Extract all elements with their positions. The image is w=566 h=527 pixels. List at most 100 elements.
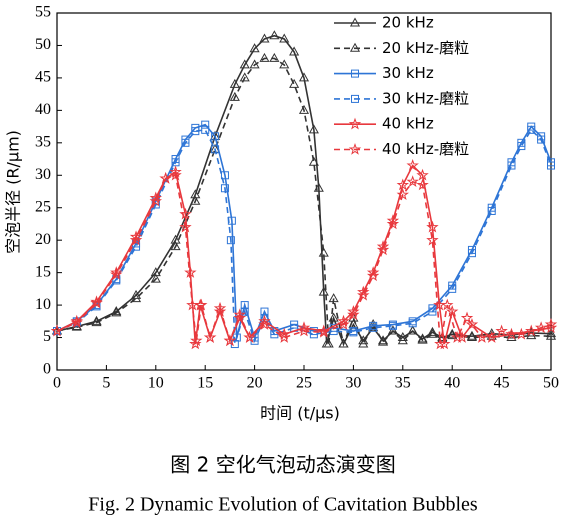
legend-label: 30 kHz xyxy=(382,64,434,82)
data-point xyxy=(545,328,557,338)
data-point xyxy=(169,168,182,181)
y-tick-label: 45 xyxy=(35,69,51,86)
data-point xyxy=(278,327,291,340)
data-point xyxy=(447,330,458,340)
data-point xyxy=(426,233,439,246)
data-point xyxy=(517,142,526,151)
data-point xyxy=(505,327,518,340)
data-point xyxy=(191,127,200,136)
y-tick-label: 50 xyxy=(35,36,51,53)
data-point xyxy=(190,334,203,347)
series-line xyxy=(56,123,552,341)
data-point xyxy=(297,324,311,337)
data-point xyxy=(201,125,210,134)
data-point xyxy=(428,307,437,316)
data-point xyxy=(213,301,227,314)
data-point xyxy=(347,305,360,317)
x-tick-label: 40 xyxy=(444,375,460,392)
data-point xyxy=(150,273,161,283)
y-tick-label: 35 xyxy=(35,133,51,150)
data-point xyxy=(387,325,398,335)
data-point xyxy=(445,305,459,317)
data-point xyxy=(366,269,380,282)
data-point xyxy=(90,295,103,308)
legend-marker xyxy=(348,117,362,130)
y-tick-label: 55 xyxy=(35,4,51,21)
data-point xyxy=(159,172,172,184)
data-point xyxy=(396,188,410,201)
data-point xyxy=(434,337,447,350)
plot-frame xyxy=(56,12,552,371)
data-point xyxy=(297,321,311,334)
data-point xyxy=(515,327,528,340)
data-point xyxy=(328,312,339,322)
data-point xyxy=(259,52,270,62)
data-point xyxy=(223,334,237,347)
data-point xyxy=(91,317,102,327)
data-point xyxy=(229,78,240,88)
data-point xyxy=(357,285,370,298)
x-axis-title: 时间 (t/μs) xyxy=(260,404,340,423)
data-point xyxy=(229,91,240,101)
data-point xyxy=(318,286,329,296)
data-point xyxy=(269,30,280,40)
data-point xyxy=(239,72,250,82)
data-point xyxy=(460,311,474,324)
x-tick-label: 5 xyxy=(102,375,110,392)
data-point xyxy=(111,307,122,317)
data-point xyxy=(132,242,141,251)
data-point xyxy=(358,338,369,348)
data-point xyxy=(318,247,329,257)
caption-en: Fig. 2 Dynamic Evolution of Cavitation B… xyxy=(88,494,478,516)
data-point xyxy=(386,217,400,230)
x-tick-label: 45 xyxy=(494,375,510,392)
data-point xyxy=(507,161,516,170)
data-point xyxy=(239,59,250,69)
data-point xyxy=(337,318,350,330)
legend-label: 30 kHz-磨粒 xyxy=(382,89,469,107)
data-point xyxy=(466,330,478,340)
data-point xyxy=(397,335,408,345)
data-point xyxy=(203,331,217,343)
data-point xyxy=(149,194,163,207)
data-point xyxy=(376,243,390,256)
data-point xyxy=(91,315,102,325)
data-point xyxy=(369,323,378,332)
data-point xyxy=(357,288,370,301)
data-point xyxy=(213,305,227,317)
data-point xyxy=(465,318,479,330)
data-point xyxy=(450,331,464,343)
y-axis-title: 空泡半径 (R/μm) xyxy=(4,130,23,254)
data-point xyxy=(149,191,163,204)
legend-marker xyxy=(351,69,359,78)
data-point xyxy=(240,301,249,310)
data-point xyxy=(179,220,192,233)
data-point xyxy=(495,324,508,337)
data-point xyxy=(329,327,338,336)
x-tick-label: 10 xyxy=(148,375,164,392)
y-tick-label: 25 xyxy=(35,198,51,215)
data-point xyxy=(278,331,291,343)
data-point xyxy=(417,334,428,344)
series-line xyxy=(56,128,552,345)
data-point xyxy=(50,324,64,337)
data-point xyxy=(545,330,557,340)
data-point xyxy=(396,178,410,191)
data-point xyxy=(289,78,300,88)
data-point xyxy=(232,333,241,342)
data-point xyxy=(525,324,538,337)
series-line xyxy=(56,174,552,345)
data-point xyxy=(426,220,439,233)
data-point xyxy=(349,328,358,337)
data-point xyxy=(534,321,548,334)
data-point xyxy=(547,161,555,170)
y-tick-label: 20 xyxy=(35,231,51,248)
legend-marker xyxy=(348,142,362,155)
data-point xyxy=(308,156,319,166)
data-point xyxy=(441,298,454,311)
data-point xyxy=(317,325,330,338)
y-tick-label: 5 xyxy=(43,328,51,345)
data-point xyxy=(298,104,310,114)
data-point xyxy=(427,328,438,338)
data-point xyxy=(130,293,142,303)
